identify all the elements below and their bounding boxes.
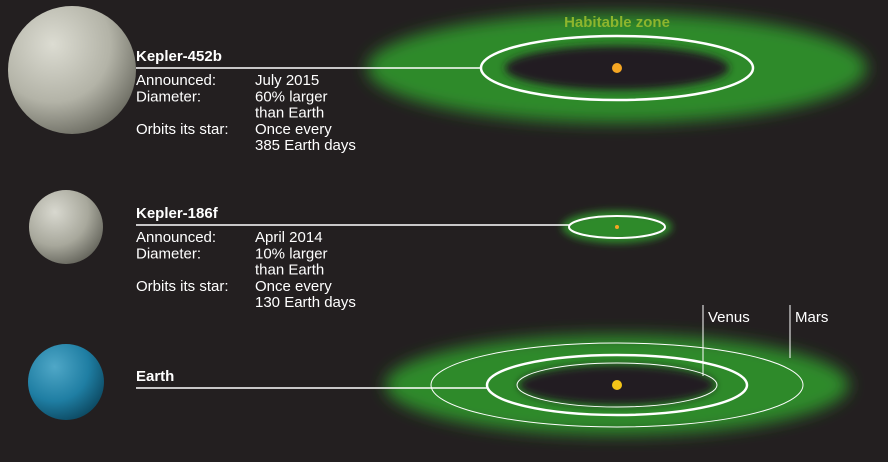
detail-label: Diameter: — [136, 88, 201, 105]
planet — [28, 344, 104, 420]
detail-label: Orbits its star: — [136, 121, 229, 138]
detail-value: than Earth — [255, 105, 324, 122]
detail-value: April 2014 — [255, 229, 323, 246]
detail-value: Once every — [255, 278, 332, 295]
detail-value: Once every — [255, 121, 332, 138]
detail-value: 60% larger — [255, 88, 328, 105]
detail-label: Announced: — [136, 72, 216, 89]
detail-label: Orbits its star: — [136, 278, 229, 295]
planet — [8, 6, 136, 134]
detail-label: Diameter: — [136, 245, 201, 262]
page: Habitable zone Venus Mars Kepler-452b Ke… — [0, 0, 888, 462]
planet-name: Kepler-186f — [136, 205, 219, 222]
star — [615, 225, 619, 229]
planet-name: Kepler-452b — [136, 48, 222, 65]
planet — [29, 190, 103, 264]
star — [612, 63, 622, 73]
habitable-zone-label: Habitable zone — [564, 14, 670, 31]
planet-name: Earth — [136, 368, 174, 385]
detail-value: 385 Earth days — [255, 137, 356, 154]
detail-value: July 2015 — [255, 72, 319, 89]
star — [612, 380, 622, 390]
detail-value: 130 Earth days — [255, 294, 356, 311]
detail-value: than Earth — [255, 262, 324, 279]
orbit-label: Venus — [708, 309, 750, 326]
infographic: Habitable zone Venus Mars Kepler-452b Ke… — [0, 0, 888, 462]
orbit-label: Mars — [795, 309, 828, 326]
detail-value: 10% larger — [255, 245, 328, 262]
detail-label: Announced: — [136, 229, 216, 246]
